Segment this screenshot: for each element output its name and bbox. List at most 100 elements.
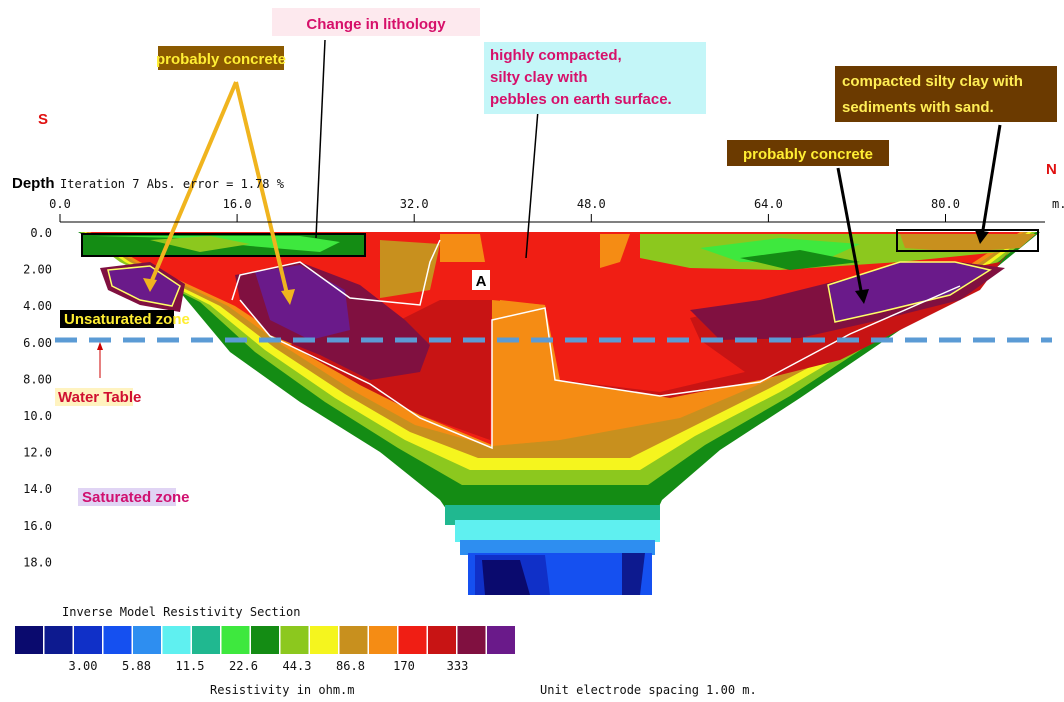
arrow-head xyxy=(143,278,157,292)
box-left xyxy=(81,233,366,257)
x-tick-label: 80.0 xyxy=(931,197,960,211)
resistivity-zone xyxy=(460,540,655,555)
depth-tick-label: 4.00 xyxy=(23,299,52,313)
compacted-label: silty clay with xyxy=(490,69,588,86)
legend-swatch xyxy=(398,626,427,654)
legend-unit: Resistivity in ohm.m xyxy=(210,683,355,697)
arrow-head xyxy=(281,289,295,305)
sediments-label: compacted silty clay with xyxy=(842,73,1023,90)
x-tick-label: 64.0 xyxy=(754,197,783,211)
arrow xyxy=(836,167,864,297)
direction-south: S xyxy=(38,111,48,128)
iteration-label: Iteration 7 Abs. error = 1.78 % xyxy=(60,177,285,191)
label-bg xyxy=(484,42,706,114)
legend-swatch xyxy=(221,626,250,654)
resistivity-zone xyxy=(482,560,530,595)
arrow-head xyxy=(975,230,989,244)
legend-swatch xyxy=(192,626,220,654)
compacted-label: highly compacted, xyxy=(490,47,622,64)
spacing-label: Unit electrode spacing 1.00 m. xyxy=(540,683,757,697)
marker-a: A xyxy=(476,273,487,290)
arrow xyxy=(234,81,290,299)
legend-swatch xyxy=(251,626,279,654)
depth-tick-label: 14.0 xyxy=(23,482,52,496)
label-bg xyxy=(78,488,176,506)
axes: 0.0 16.0 32.0 48.0 64.0 80.0 0.0 2.00 4.00 6.00 8.… xyxy=(23,197,1045,569)
unsaturated-label: Unsaturated zone xyxy=(64,311,190,328)
arrow xyxy=(315,39,326,239)
label-bg xyxy=(727,140,889,166)
legend-label: 22.6 xyxy=(229,659,258,673)
depth-tick-label: 0.0 xyxy=(30,226,52,240)
legend-swatch xyxy=(162,626,191,654)
lithology-label: Change in lithology xyxy=(306,16,446,33)
resistivity-section xyxy=(78,232,1040,595)
compacted-label: pebbles on earth surface. xyxy=(490,91,672,108)
concrete-label: probably concrete xyxy=(156,51,286,68)
arrow-head xyxy=(97,342,103,350)
depth-label: Depth xyxy=(12,175,55,192)
arrow xyxy=(525,109,539,259)
x-tick-label: 16.0 xyxy=(223,197,252,211)
sediments-label: sediments with sand. xyxy=(842,99,994,116)
resistivity-zone xyxy=(600,234,630,268)
legend-swatch xyxy=(339,626,368,654)
marker-bg xyxy=(472,270,490,290)
label-bg xyxy=(835,66,1057,122)
label-bg xyxy=(272,8,480,36)
legend-label: 5.88 xyxy=(122,659,151,673)
arrow xyxy=(980,124,1002,237)
legend-swatch xyxy=(280,626,309,654)
resistivity-zone xyxy=(492,300,560,446)
contour-line xyxy=(239,285,961,450)
label-bg xyxy=(55,388,133,406)
legend-label: 333 xyxy=(447,659,469,673)
label-bg xyxy=(158,46,284,70)
resistivity-zone xyxy=(900,234,1036,252)
legend-swatch xyxy=(369,626,397,654)
legend-swatch xyxy=(103,626,132,654)
legend-label: 170 xyxy=(393,659,415,673)
x-tick-label: 32.0 xyxy=(400,197,429,211)
legend-swatch xyxy=(44,626,73,654)
legend-label: 11.5 xyxy=(176,659,205,673)
legend-swatch xyxy=(74,626,102,654)
resistivity-zone xyxy=(740,250,860,270)
x-tick-label: 48.0 xyxy=(577,197,606,211)
resistivity-zone xyxy=(440,234,485,262)
resistivity-zone xyxy=(95,236,340,252)
legend-label: 86.8 xyxy=(336,659,365,673)
depth-tick-label: 12.0 xyxy=(23,446,52,460)
direction-north: N xyxy=(1046,161,1057,178)
box-right xyxy=(896,229,1039,252)
water-table-label: Water Table xyxy=(58,389,141,406)
legend-swatch xyxy=(310,626,338,654)
legend-swatch xyxy=(133,626,161,654)
depth-tick-label: 10.0 xyxy=(23,409,52,423)
depth-tick-label: 18.0 xyxy=(23,555,52,569)
concrete-label: probably concrete xyxy=(743,146,873,163)
overlay: Change in lithology probably concrete hi… xyxy=(12,8,1064,697)
depth-tick-label: 6.00 xyxy=(23,336,52,350)
resistivity-zone xyxy=(150,236,250,252)
depth-tick-label: 8.00 xyxy=(23,372,52,386)
resistivity-zone xyxy=(107,265,181,307)
legend-swatch xyxy=(428,626,456,654)
legend-title: Inverse Model Resistivity Section xyxy=(62,605,300,619)
saturated-label: Saturated zone xyxy=(82,489,190,506)
legend-label: 44.3 xyxy=(283,659,312,673)
resistivity-zone xyxy=(827,261,992,323)
depth-tick-label: 2.00 xyxy=(23,263,52,277)
x-unit: m. xyxy=(1052,197,1064,211)
legend-swatch xyxy=(457,626,486,654)
legend: 3.00 5.88 11.5 22.6 44.3 86.8 170 333 xyxy=(15,626,515,673)
depth-tick-label: 16.0 xyxy=(23,519,52,533)
legend-swatch xyxy=(15,626,43,654)
legend-swatch xyxy=(487,626,515,654)
resistivity-zone xyxy=(455,520,660,542)
arrow-head xyxy=(855,289,869,304)
label-bg xyxy=(60,310,174,328)
x-tick-label: 0.0 xyxy=(49,197,71,211)
